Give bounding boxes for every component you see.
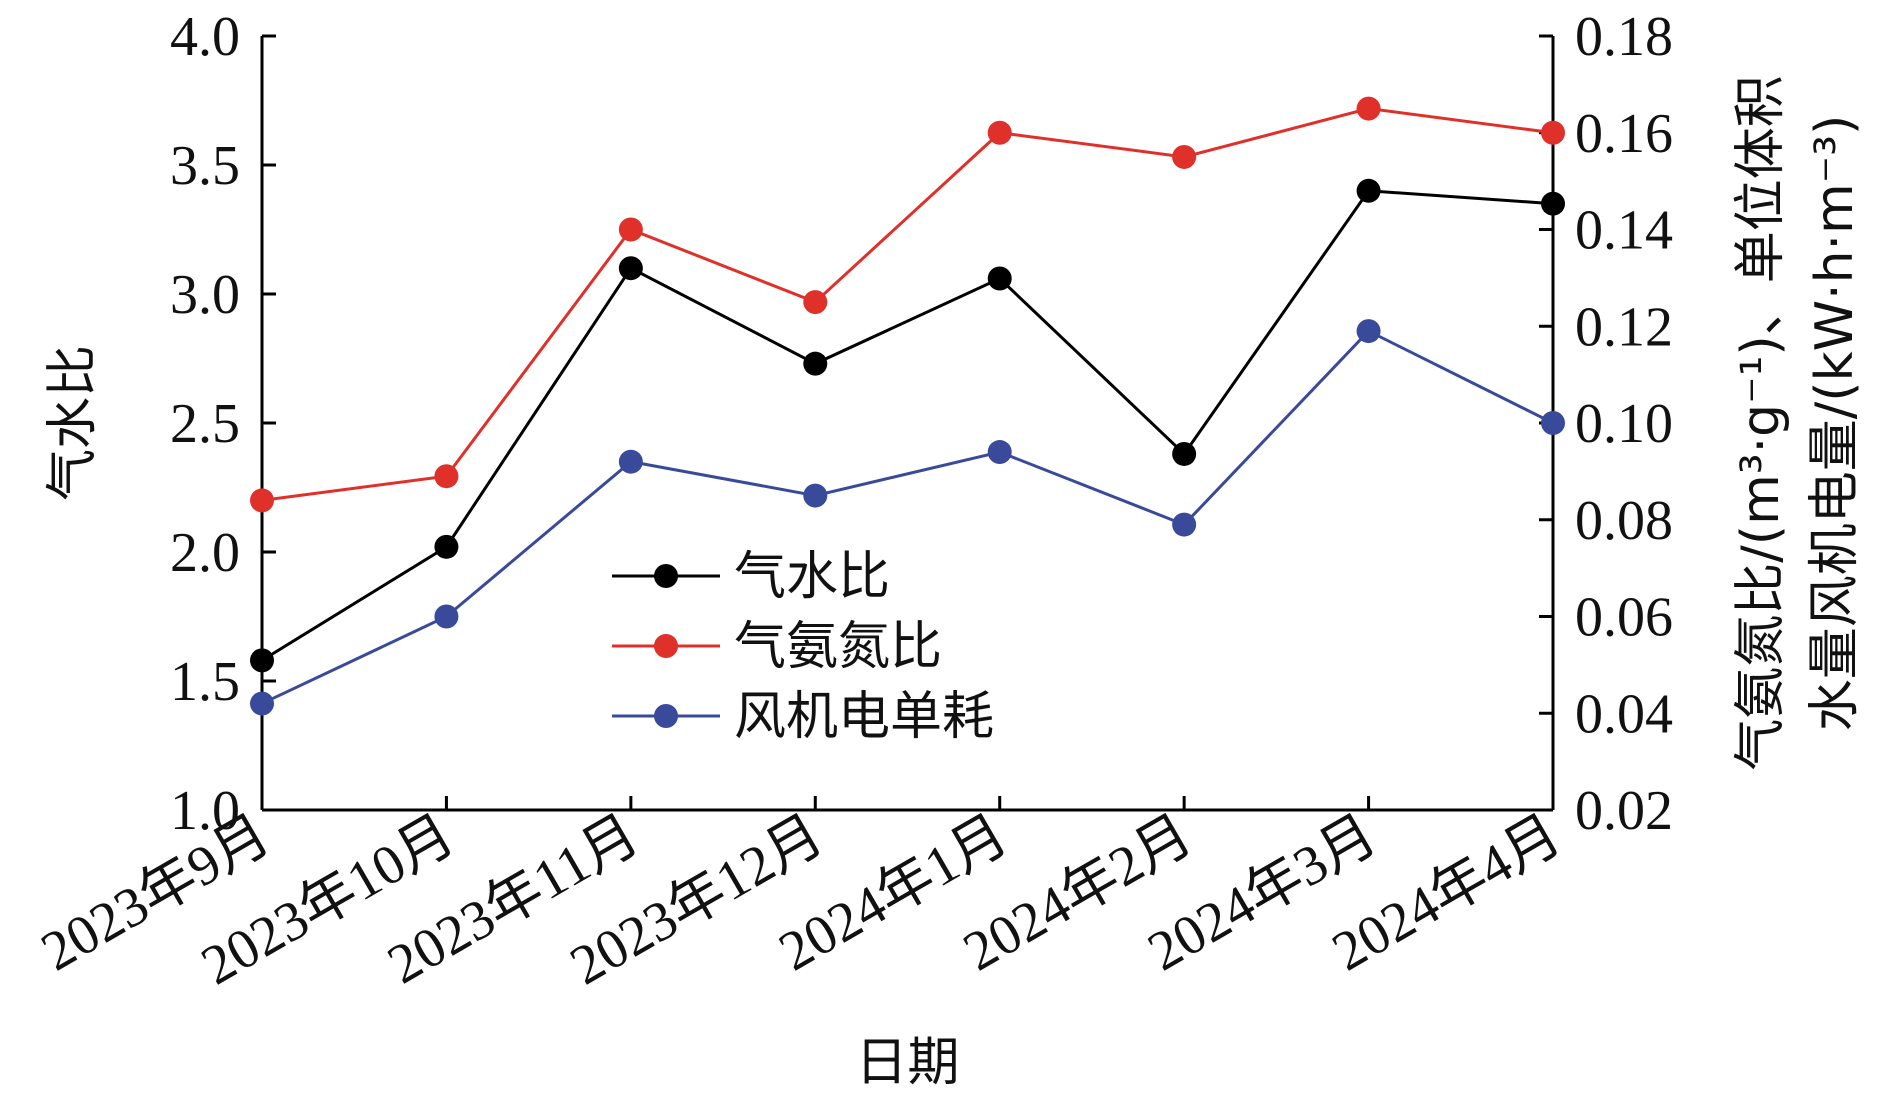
y-right-tick-label: 0.18 — [1575, 6, 1673, 68]
y-left-tick-label: 1.0 — [170, 780, 240, 842]
y-right-tick-label: 0.08 — [1575, 490, 1673, 552]
data-point-2 — [987, 440, 1012, 465]
data-point-0 — [1541, 191, 1565, 216]
y-right-tick-label: 0.04 — [1575, 683, 1673, 745]
data-point-1 — [618, 217, 643, 242]
axes: 1.0 1.5 2.0 2.5 3.0 3.5 4.0 0.02 0.04 0.06 0.08 0.1… — [31, 6, 1673, 997]
data-point-2 — [250, 691, 274, 716]
y-left-tick-label: 4.0 — [170, 6, 240, 68]
series-line-2 — [261, 329, 1554, 705]
y-right-tick-label: 0.16 — [1575, 103, 1673, 165]
data-point-0 — [434, 534, 459, 559]
y-left-axis-title: 气水比 — [43, 345, 103, 501]
data-point-0 — [987, 266, 1012, 291]
data-point-2 — [434, 604, 459, 629]
data-point-2 — [803, 483, 828, 508]
y-left-tick-label: 2.0 — [170, 522, 240, 584]
legend-label: 气氨氮比 — [734, 617, 942, 677]
legend-label: 风机电单耗 — [734, 687, 994, 747]
legend-label: 气水比 — [734, 547, 890, 607]
data-point-1 — [987, 120, 1012, 145]
data-point-1 — [1172, 144, 1197, 169]
data-point-1 — [250, 488, 274, 513]
series-layer — [250, 96, 1565, 716]
data-point-1 — [803, 290, 828, 315]
y-right-tick-label: 0.14 — [1575, 200, 1673, 262]
series-line-0 — [261, 189, 1554, 662]
y-left-tick-label: 3.0 — [170, 264, 240, 326]
data-point-0 — [1172, 441, 1197, 466]
data-point-0 — [618, 256, 643, 281]
y-right-tick-label: 0.10 — [1575, 393, 1673, 455]
y-right-axis-title-line2: 水量风机电量/(kW·h·m⁻³) — [1805, 115, 1865, 732]
y-right-tick-label: 0.06 — [1575, 587, 1673, 649]
data-point-1 — [434, 464, 459, 489]
series-line-1 — [261, 107, 1554, 502]
data-point-2 — [1541, 411, 1565, 435]
data-point-0 — [803, 351, 828, 376]
y-right-tick-label: 0.02 — [1575, 780, 1673, 842]
y-left-tick-label: 3.5 — [170, 135, 240, 197]
x-axis-title: 日期 — [855, 1033, 959, 1093]
y-right-axis-title-line1: 气氨氮比/(m³·g⁻¹)、单位体积 — [1731, 75, 1791, 770]
legend-marker — [654, 704, 678, 728]
data-point-1 — [1541, 120, 1565, 145]
data-point-1 — [1356, 96, 1381, 121]
data-point-0 — [1356, 178, 1381, 203]
y-right-tick-label: 0.12 — [1575, 296, 1673, 358]
data-point-2 — [618, 449, 643, 474]
legend-marker — [654, 634, 678, 658]
y-left-tick-label: 2.5 — [170, 393, 240, 455]
legend-marker — [654, 564, 678, 588]
y-left-tick-label: 1.5 — [170, 651, 240, 713]
data-point-0 — [250, 648, 274, 673]
data-point-2 — [1356, 319, 1381, 344]
data-point-2 — [1172, 512, 1197, 537]
